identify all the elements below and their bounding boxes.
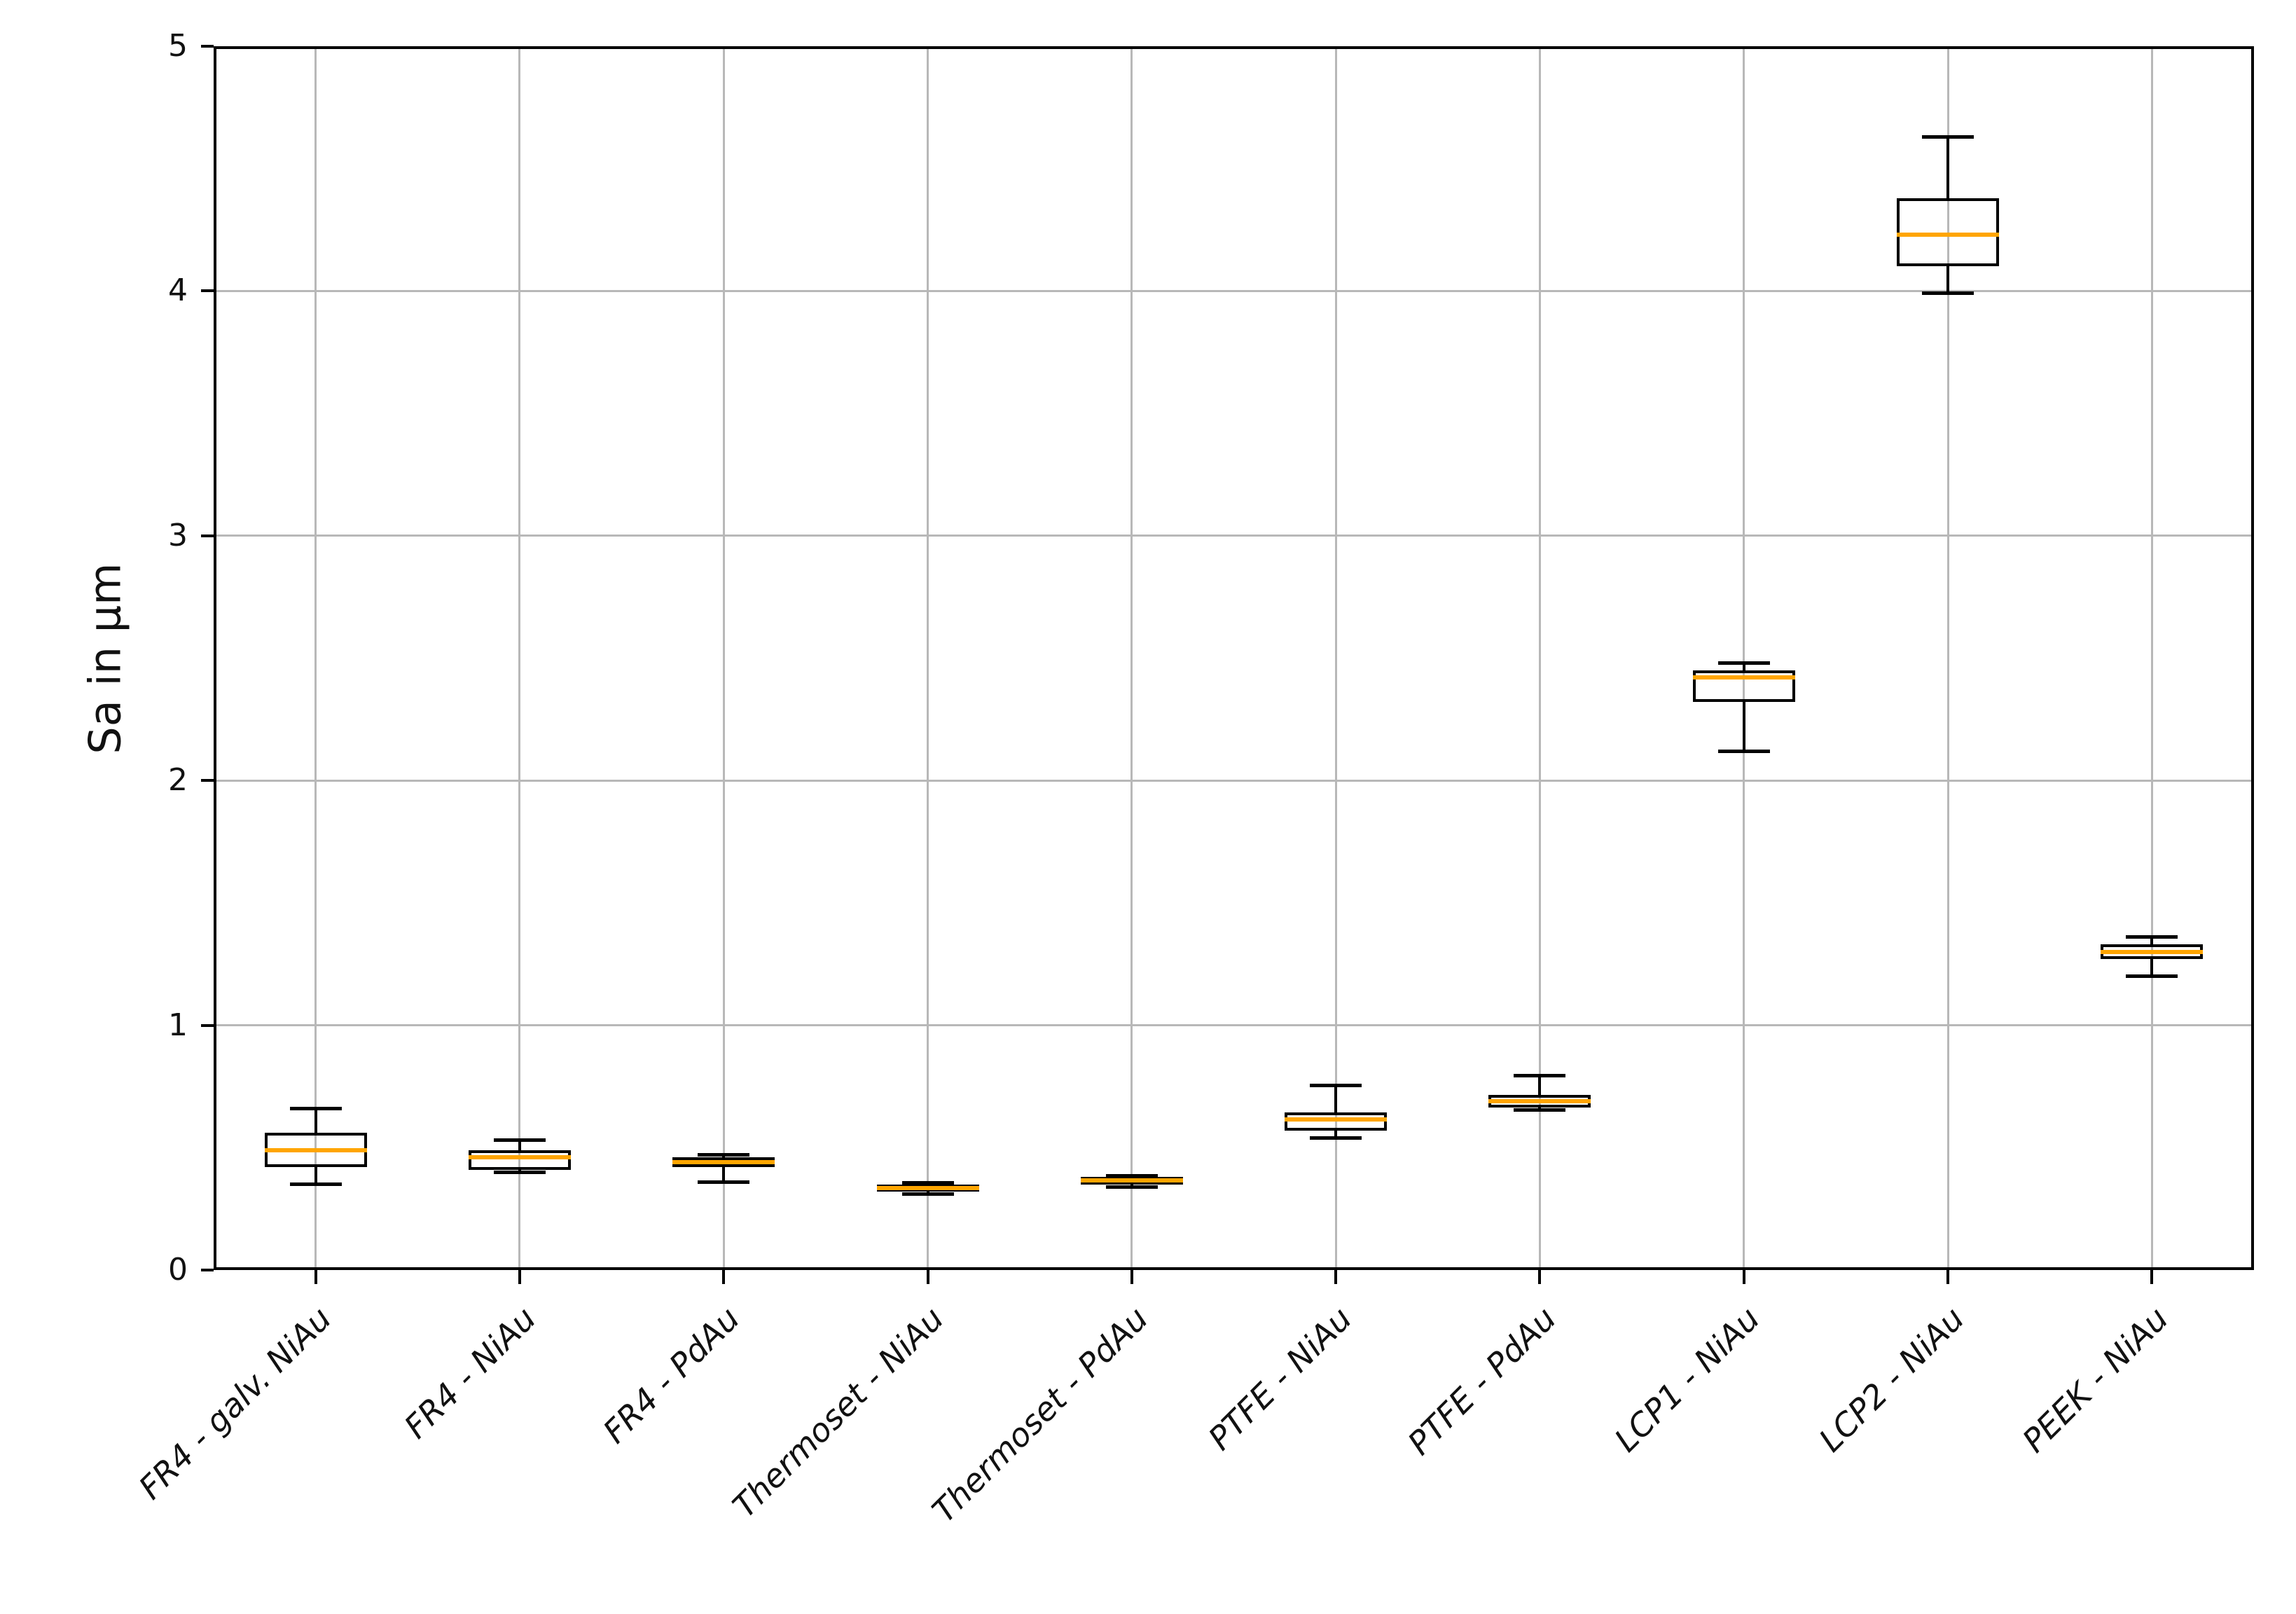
median-line [1488,1098,1591,1103]
v-gridline [1130,46,1133,1270]
x-tick-label: LCP1 - NiAu [1607,1299,1767,1459]
x-tick-mark [1742,1270,1745,1284]
median-line [264,1147,367,1152]
whisker-lower [1946,266,1950,294]
whisker-cap-upper [1105,1173,1158,1178]
whisker-lower [314,1167,317,1185]
whisker-cap-upper [1310,1083,1362,1087]
whisker-cap-upper [2126,935,2178,939]
whisker-cap-upper [901,1181,954,1185]
x-tick-mark [518,1270,521,1284]
whisker-cap-lower [289,1182,342,1187]
x-tick-label: Thermoset - PdAu [925,1299,1155,1530]
y-tick-mark [201,779,214,782]
plot-area [214,46,2254,1270]
y-tick-label: 1 [168,1007,188,1043]
whisker-cap-upper [493,1138,546,1143]
whisker-lower [1334,1130,1338,1138]
h-gridline [214,1024,2254,1027]
whisker-cap-lower [1310,1136,1362,1140]
v-gridline [2150,46,2153,1270]
x-tick-label: PTFE - PdAu [1400,1299,1563,1463]
v-gridline [927,46,929,1270]
whisker-cap-lower [1922,291,1975,296]
whisker-upper [1742,663,1745,670]
whisker-cap-lower [698,1180,750,1184]
x-tick-label: PTFE - NiAu [1201,1299,1360,1458]
whisker-cap-upper [289,1106,342,1110]
x-tick-label: PEEK - NiAu [2014,1299,2176,1460]
whisker-upper [1538,1075,1542,1096]
v-gridline [1743,46,1745,1270]
median-line [2101,949,2204,954]
y-tick-mark [201,534,214,537]
whisker-cap-upper [1717,661,1770,665]
x-tick-label: FR4 - NiAu [396,1299,544,1446]
x-tick-label: LCP2 - NiAu [1811,1299,1972,1459]
x-tick-mark [926,1270,929,1284]
whisker-cap-upper [698,1153,750,1157]
whisker-upper [1946,137,1950,198]
whisker-cap-upper [1922,134,1975,139]
h-gridline [214,289,2254,292]
x-tick-mark [722,1270,726,1284]
whisker-cap-lower [1717,749,1770,753]
y-tick-label: 5 [168,28,188,64]
whisker-upper [314,1108,317,1133]
x-tick-label: FR4 - PdAu [595,1299,747,1451]
y-axis-label: Sa in µm [79,562,131,754]
whisker-lower [1742,702,1745,752]
whisker-upper [2150,937,2154,945]
v-gridline [518,46,521,1270]
median-line [1080,1178,1183,1183]
y-tick-mark [201,289,214,293]
median-line [672,1160,775,1165]
box [1692,670,1795,703]
x-tick-label: FR4 - galv. NiAu [132,1299,339,1507]
x-tick-mark [1130,1270,1133,1284]
h-gridline [214,779,2254,782]
x-tick-mark [1946,1270,1950,1284]
y-tick-label: 2 [168,762,188,799]
whisker-upper [518,1140,521,1150]
x-tick-mark [2150,1270,2154,1284]
x-tick-mark [314,1270,317,1284]
x-tick-label: Thermoset - NiAu [725,1299,951,1525]
whisker-cap-lower [901,1192,954,1196]
v-gridline [314,46,317,1270]
median-line [1897,233,2000,237]
y-tick-label: 0 [168,1252,188,1288]
x-tick-mark [1538,1270,1542,1284]
x-tick-mark [1334,1270,1338,1284]
whisker-cap-upper [1514,1073,1566,1077]
whisker-lower [722,1167,726,1182]
box [1897,198,2000,267]
v-gridline [1946,46,1949,1270]
median-line [1692,675,1795,680]
whisker-upper [1334,1085,1338,1112]
y-tick-mark [201,1269,214,1271]
y-tick-label: 3 [168,517,188,553]
y-tick-label: 4 [168,273,188,309]
h-gridline [214,534,2254,537]
median-line [876,1185,979,1190]
y-tick-mark [201,45,214,48]
whisker-cap-lower [1514,1108,1566,1112]
whisker-cap-lower [2126,974,2178,979]
median-line [1285,1117,1388,1122]
box [468,1150,571,1170]
v-gridline [1538,46,1541,1270]
whisker-cap-lower [493,1170,546,1174]
y-tick-mark [201,1023,214,1027]
v-gridline [1334,46,1337,1270]
whisker-cap-lower [1105,1185,1158,1189]
median-line [468,1155,571,1160]
whisker-lower [2150,959,2154,977]
v-gridline [722,46,725,1270]
